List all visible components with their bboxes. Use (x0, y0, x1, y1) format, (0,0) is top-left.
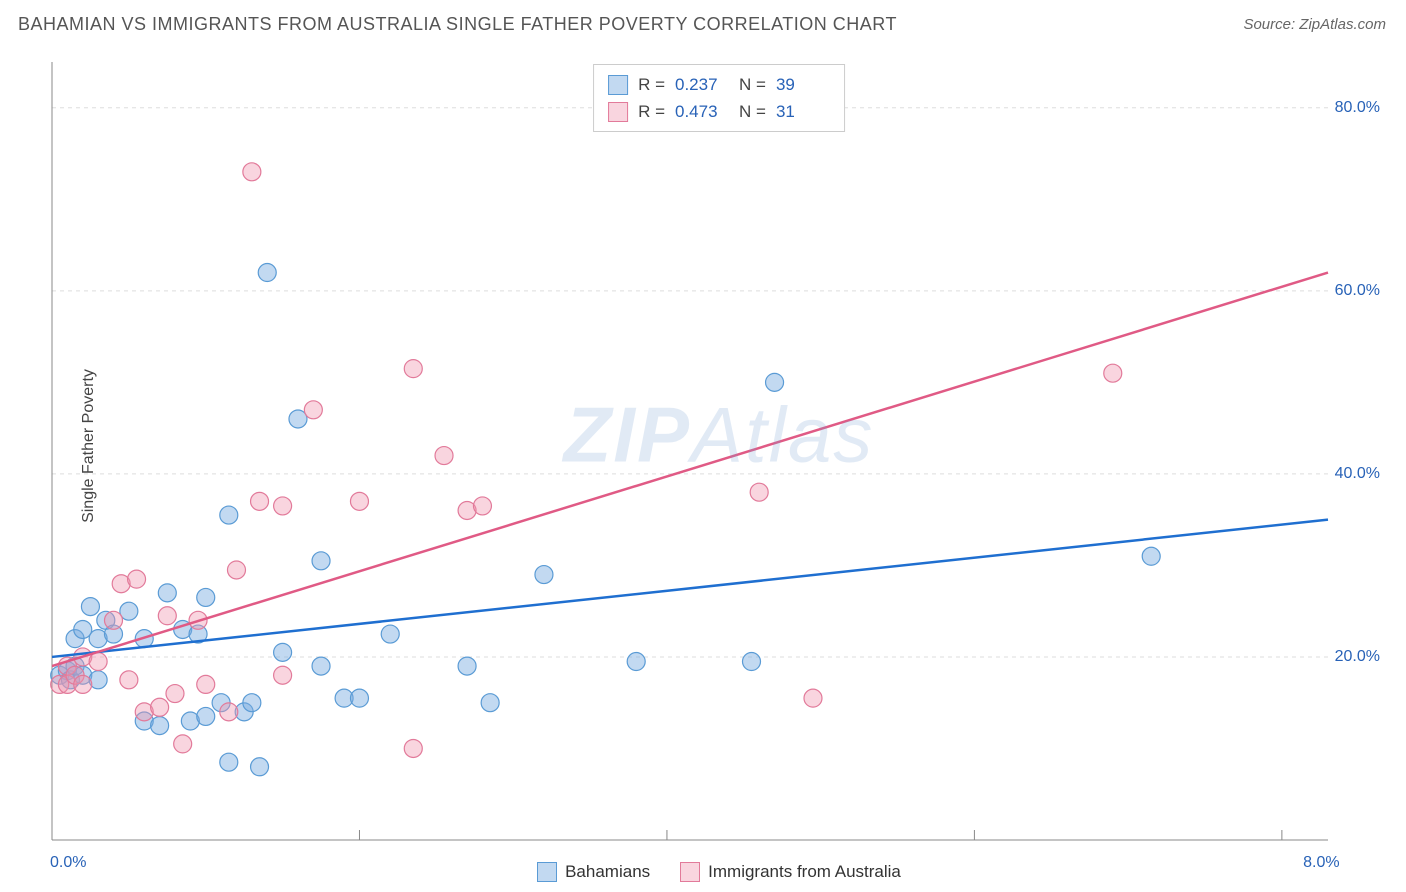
swatch-bahamians-bottom (537, 862, 557, 882)
chart-plot-area: ZIPAtlas R = 0.237 N = 39 R = 0.473 N = … (50, 60, 1388, 842)
series-legend: Bahamians Immigrants from Australia (50, 862, 1388, 882)
swatch-australia-bottom (680, 862, 700, 882)
legend-row-australia: R = 0.473 N = 31 (608, 98, 830, 125)
chart-title: BAHAMIAN VS IMMIGRANTS FROM AUSTRALIA SI… (18, 14, 897, 35)
y-tick-label: 80.0% (1335, 99, 1380, 117)
legend-item-bahamians: Bahamians (537, 862, 650, 882)
swatch-bahamians (608, 75, 628, 95)
chart-header: BAHAMIAN VS IMMIGRANTS FROM AUSTRALIA SI… (0, 0, 1406, 43)
legend-row-bahamians: R = 0.237 N = 39 (608, 71, 830, 98)
r-label: R = (638, 71, 665, 98)
y-tick-label: 20.0% (1335, 648, 1380, 666)
source-attribution: Source: ZipAtlas.com (1243, 16, 1386, 33)
legend-item-australia: Immigrants from Australia (680, 862, 901, 882)
series-label-bahamians: Bahamians (565, 862, 650, 882)
y-tick-label: 40.0% (1335, 465, 1380, 483)
correlation-legend: R = 0.237 N = 39 R = 0.473 N = 31 (593, 64, 845, 132)
scatter-plot-svg (50, 60, 1388, 842)
n-label: N = (739, 71, 766, 98)
swatch-australia (608, 102, 628, 122)
n-value-australia: 31 (776, 98, 830, 125)
y-tick-label: 60.0% (1335, 282, 1380, 300)
n-label: N = (739, 98, 766, 125)
series-label-australia: Immigrants from Australia (708, 862, 901, 882)
r-label: R = (638, 98, 665, 125)
r-value-australia: 0.473 (675, 98, 729, 125)
r-value-bahamians: 0.237 (675, 71, 729, 98)
n-value-bahamians: 39 (776, 71, 830, 98)
